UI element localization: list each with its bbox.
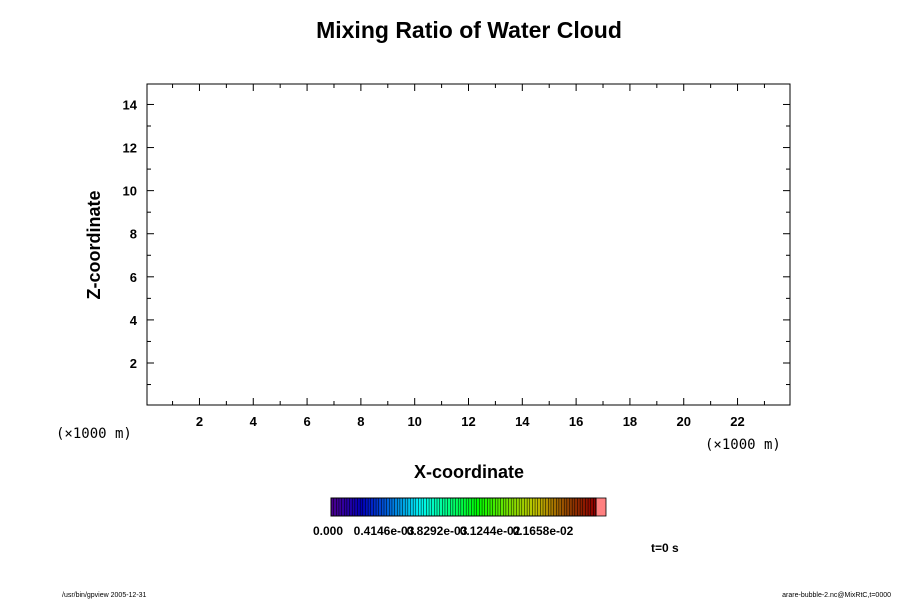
colorbar-overflow-swatch <box>595 497 607 517</box>
plot-frame <box>146 83 791 406</box>
x-axis: 2 4 6 8 10 12 14 16 18 20 22 <box>172 84 765 429</box>
footer-right: arare-bubble-2.nc@MixRtC,t=0000 <box>782 592 891 599</box>
x-tick-label: 20 <box>676 414 690 429</box>
x-tick-label: 22 <box>730 414 744 429</box>
chart-title: Mixing Ratio of Water Cloud <box>316 17 622 43</box>
y-tick-label: 4 <box>130 313 138 328</box>
x-tick-label: 6 <box>303 414 310 429</box>
colorbar-tick-label: 0.1244e-02 <box>460 524 521 538</box>
y-axis: 2 4 6 8 10 12 14 <box>123 97 790 386</box>
x-tick-label: 14 <box>515 414 530 429</box>
x-tick-label: 4 <box>250 414 258 429</box>
y-axis-label: Z-coordinate <box>84 190 104 299</box>
colorbar <box>330 497 607 517</box>
x-unit-label-right: (×1000 m) <box>705 437 781 453</box>
y-tick-label: 8 <box>130 227 137 242</box>
y-tick-label: 6 <box>130 270 137 285</box>
x-unit-label-left: (×1000 m) <box>56 426 132 442</box>
colorbar-tick-label: 0.1658e-02 <box>513 524 574 538</box>
x-tick-label: 10 <box>407 414 421 429</box>
colorbar-tick-label: 0.4146e-03 <box>354 524 415 538</box>
y-tick-label: 14 <box>123 97 138 112</box>
x-tick-label: 18 <box>623 414 637 429</box>
colorbar-tick-label: 0.000 <box>313 524 343 538</box>
x-tick-label: 12 <box>461 414 475 429</box>
time-label: t=0 s <box>651 541 679 555</box>
x-axis-label: X-coordinate <box>414 462 524 482</box>
y-tick-label: 12 <box>123 141 137 156</box>
y-tick-label: 2 <box>130 356 137 371</box>
footer-left: /usr/bin/gpview 2005-12-31 <box>62 592 147 599</box>
colorbar-tick-label: 0.8292e-03 <box>407 524 468 538</box>
x-tick-label: 2 <box>196 414 203 429</box>
x-tick-label: 16 <box>569 414 583 429</box>
colorbar-frame <box>330 497 597 517</box>
y-tick-label: 10 <box>123 184 137 199</box>
x-tick-label: 8 <box>357 414 364 429</box>
colorbar-ticks: 0.000 0.4146e-030.8292e-030.1244e-020.165… <box>313 524 574 538</box>
